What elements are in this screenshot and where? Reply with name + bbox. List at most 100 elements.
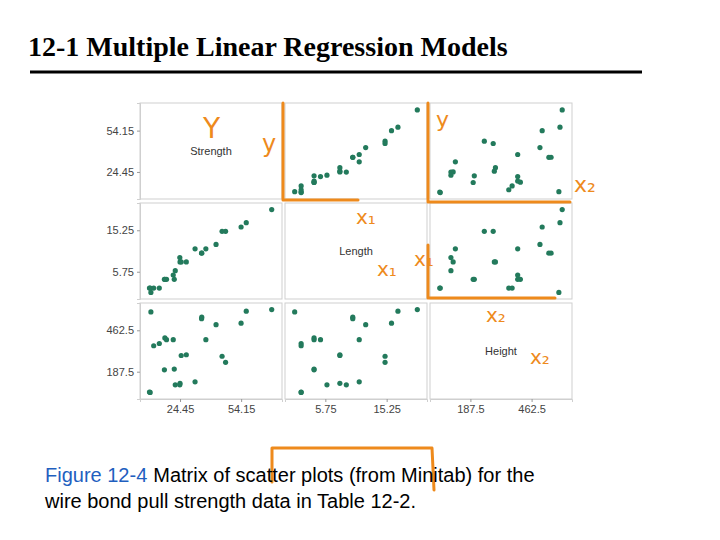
tick: 54.15 (228, 399, 256, 415)
point (448, 255, 453, 260)
panel: Length (285, 203, 427, 299)
point (415, 307, 420, 312)
point (540, 224, 545, 229)
tick-label: 5.75 (315, 403, 336, 415)
point (324, 382, 329, 387)
point (472, 173, 477, 178)
point (337, 381, 342, 386)
tick-mark (387, 399, 388, 402)
point (357, 337, 362, 342)
point (448, 268, 453, 273)
axis: 24.45 54.15 (141, 399, 283, 415)
points (147, 307, 274, 395)
variable-label: Strength (190, 145, 232, 157)
point (173, 382, 178, 387)
axis: 187.5462.5 (106, 304, 140, 400)
point (172, 366, 177, 371)
panel-frame (140, 203, 282, 299)
point (491, 229, 496, 234)
panel-frame (140, 303, 282, 399)
tick-mark (470, 399, 471, 402)
axis: 24.4554.15 (106, 104, 140, 200)
point (311, 178, 316, 183)
point (184, 352, 189, 357)
tick-mark (137, 330, 140, 331)
annotation: x₁ (377, 257, 397, 281)
tick-mark (532, 399, 533, 402)
point (177, 255, 182, 260)
point (556, 189, 561, 194)
panel (285, 103, 427, 199)
point (350, 155, 355, 160)
axis-line (137, 104, 141, 200)
panel (140, 203, 282, 299)
panel-frame (285, 303, 427, 399)
axis-line (141, 400, 283, 403)
tick: 5.75 (113, 266, 140, 278)
panel (285, 303, 427, 399)
tick: 15.25 (106, 224, 140, 236)
point (357, 159, 362, 164)
caption: Figure 12-4Matrix of scatter plots (from… (44, 464, 535, 512)
point (560, 107, 565, 112)
panel (430, 103, 572, 199)
point (493, 165, 498, 170)
point (363, 145, 368, 150)
point (515, 152, 520, 157)
point (244, 309, 249, 314)
point (269, 207, 274, 212)
tick-mark (137, 272, 140, 273)
point (238, 224, 243, 229)
axis-line (137, 304, 141, 400)
tick: 15.25 (373, 399, 401, 415)
point (238, 321, 243, 326)
point (192, 246, 197, 251)
point (151, 343, 156, 348)
points (437, 107, 565, 195)
point (219, 229, 224, 234)
point (515, 178, 520, 183)
point (172, 277, 177, 282)
point (157, 285, 162, 290)
tick-label: 54.15 (228, 403, 256, 415)
point (269, 307, 274, 312)
annotation: x₁ (414, 247, 434, 271)
tick-label: 5.75 (113, 266, 134, 278)
variable-label: Length (339, 245, 373, 257)
point (557, 125, 562, 130)
title-underline (30, 71, 642, 74)
point (537, 242, 542, 247)
point (199, 251, 204, 256)
point (337, 352, 342, 357)
point (506, 285, 511, 290)
tick: 187.5 (106, 366, 140, 378)
point (337, 165, 342, 170)
annotation-bracket (428, 103, 570, 202)
point (389, 128, 394, 133)
annotation: y (262, 130, 276, 158)
point (311, 173, 316, 178)
point (357, 379, 362, 384)
point (299, 390, 304, 395)
axis-line (137, 204, 141, 300)
point (491, 141, 496, 146)
axis-line (431, 400, 573, 403)
axis: 187.5462.5 (431, 399, 573, 415)
tick-label: 24.45 (106, 166, 134, 178)
tick: 24.45 (167, 399, 195, 415)
tick-label: 187.5 (106, 366, 134, 378)
point (203, 337, 208, 342)
tick-label: 15.25 (106, 224, 134, 236)
point (363, 322, 368, 327)
point (438, 190, 443, 195)
point (453, 246, 458, 251)
point (177, 382, 182, 387)
panel-frame (285, 203, 427, 299)
tick-mark (137, 372, 140, 373)
tick-mark (325, 399, 326, 402)
point (148, 390, 153, 395)
point (311, 337, 316, 342)
point (164, 277, 169, 282)
point (350, 316, 355, 321)
annotation-bracket (428, 245, 555, 298)
